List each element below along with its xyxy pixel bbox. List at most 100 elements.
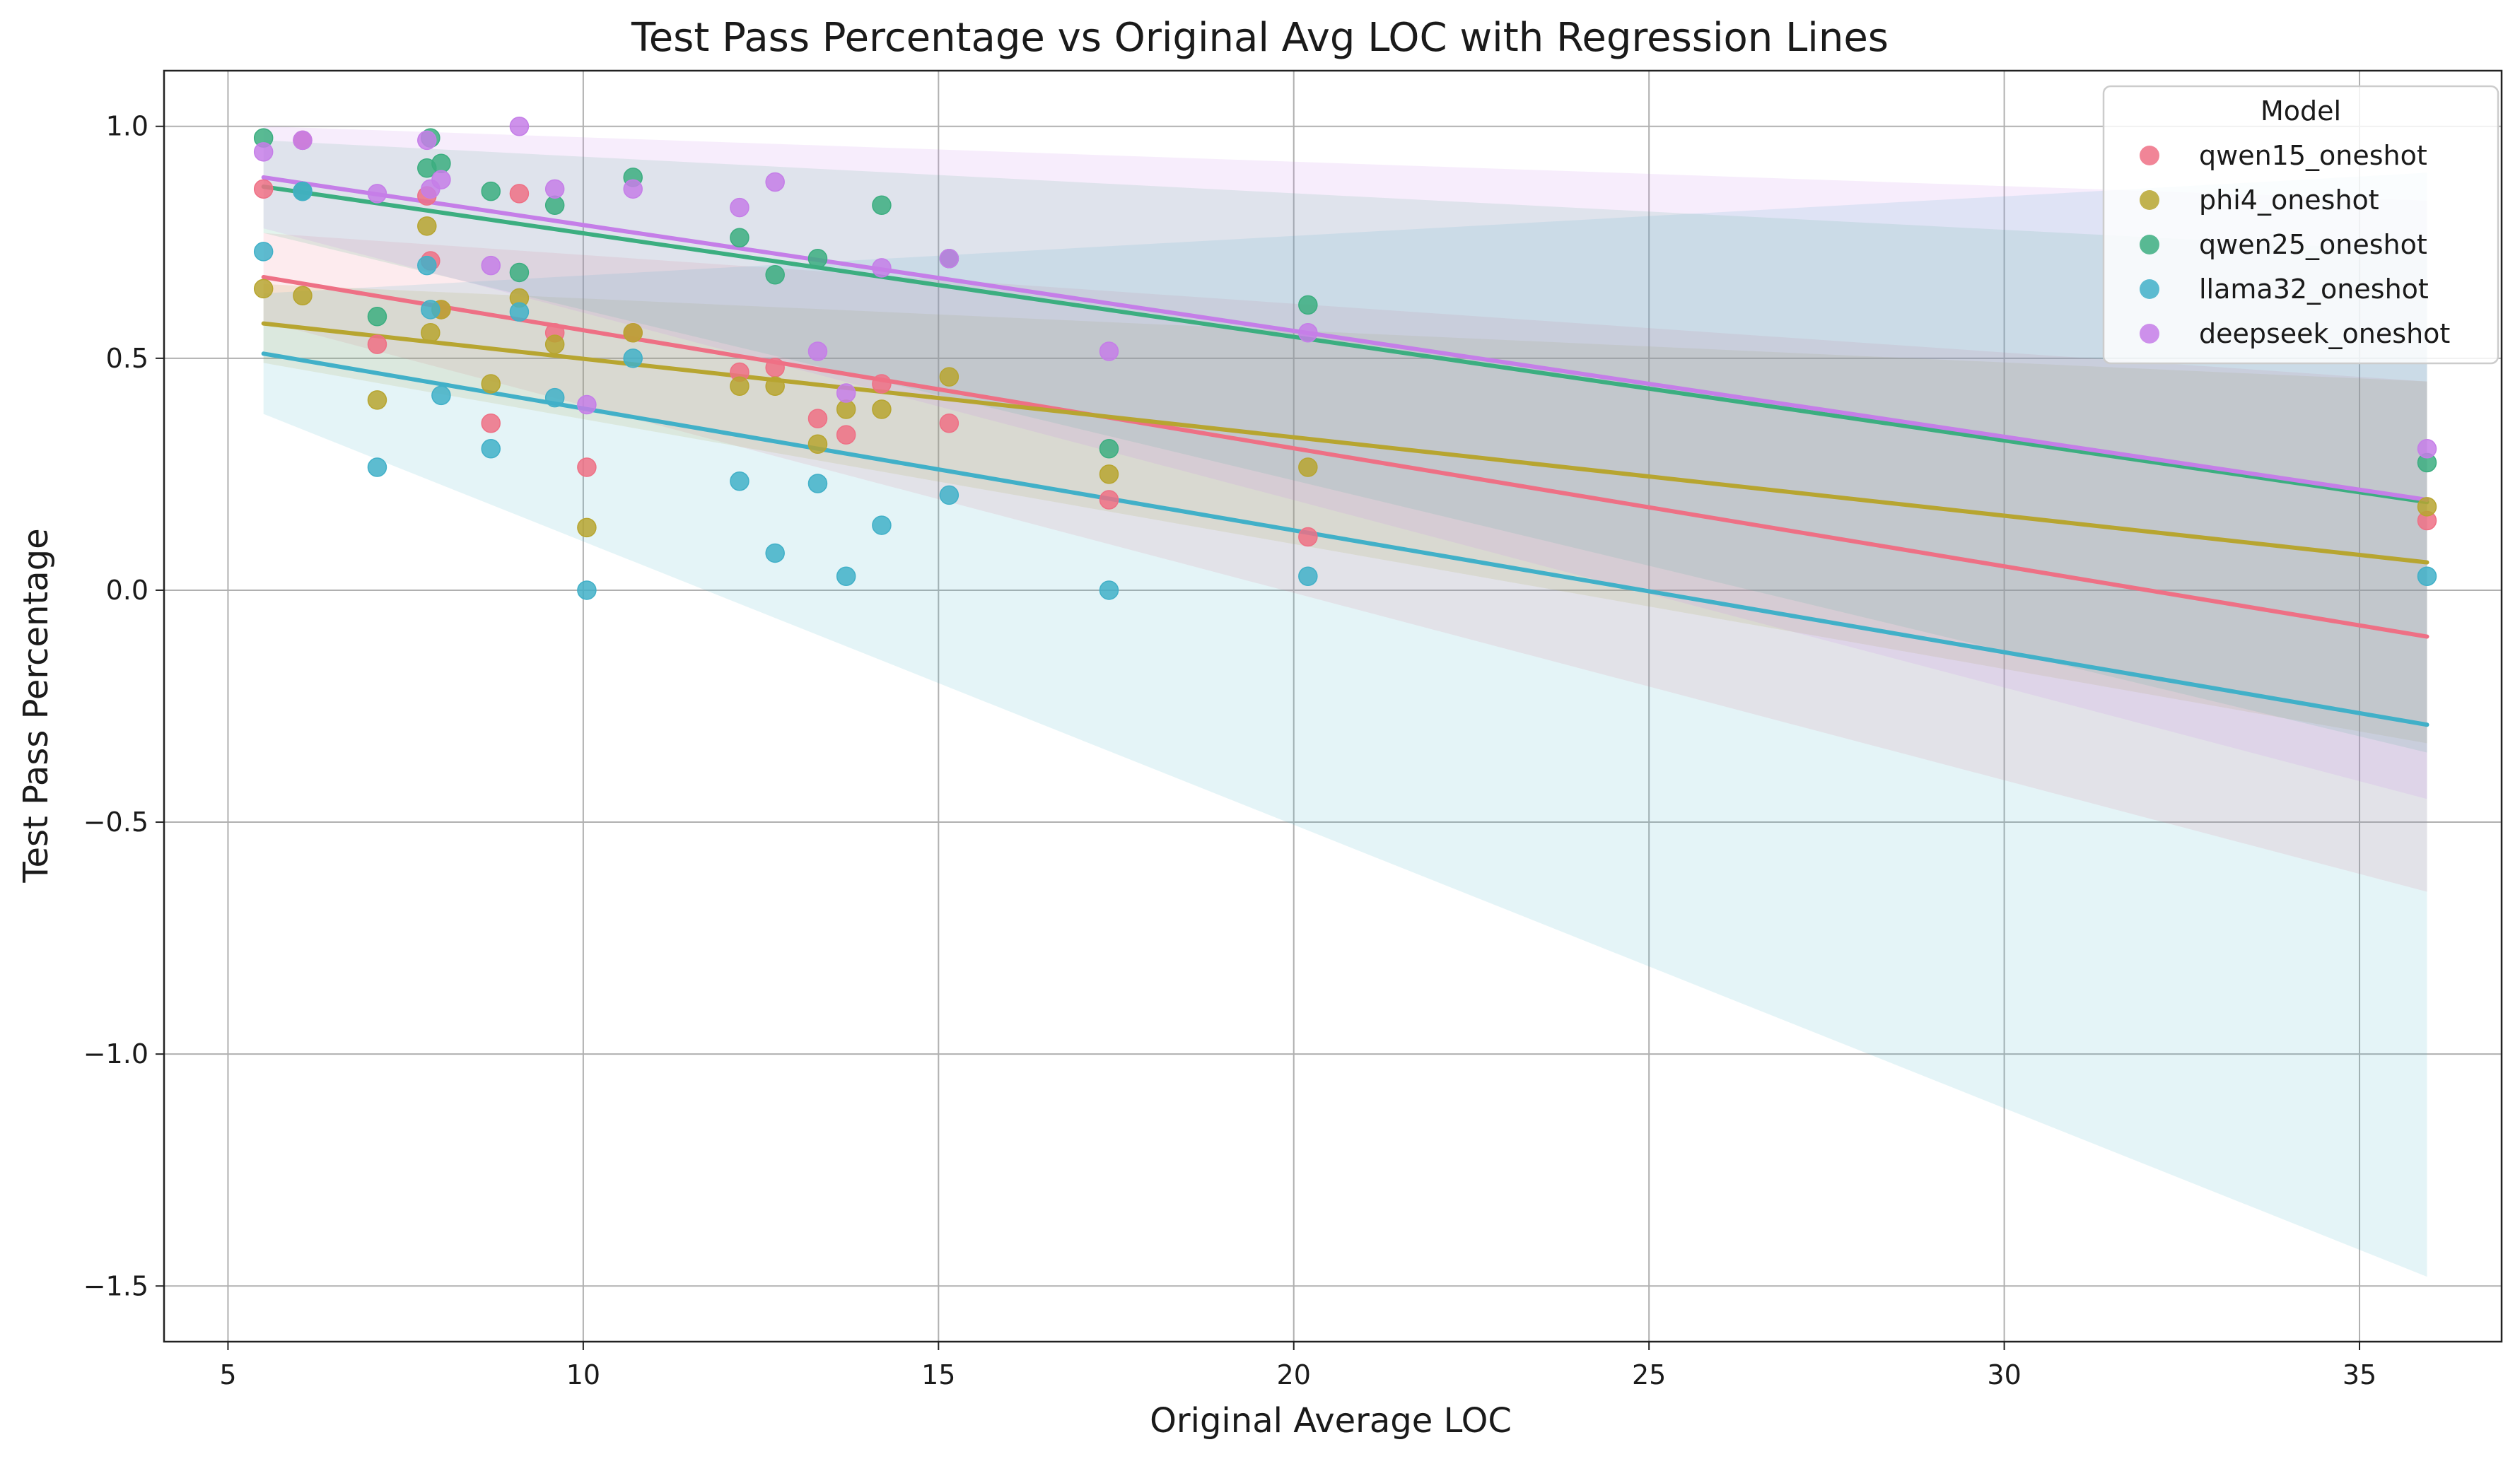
data-point-phi4_oneshot: [765, 376, 785, 396]
data-point-llama32_oneshot: [807, 474, 828, 493]
data-point-phi4_oneshot: [939, 367, 959, 387]
regression-line-phi4_oneshot: [261, 321, 2429, 565]
x-tick-label: 15: [921, 1359, 955, 1390]
data-point-llama32_oneshot: [1099, 580, 1119, 600]
data-point-qwen25_oneshot: [509, 262, 530, 283]
legend: Model qwen15_oneshot phi4_oneshot qwen25_o…: [2102, 85, 2499, 365]
regression-line-qwen25_oneshot: [261, 184, 2429, 505]
data-point-qwen15_oneshot: [577, 457, 597, 477]
legend-marker-qwen15_oneshot: [2140, 146, 2159, 165]
data-point-llama32_oneshot: [367, 457, 387, 477]
confidence-bands: [263, 126, 2427, 1277]
data-point-deepseek_oneshot: [1298, 323, 1318, 343]
data-point-deepseek_oneshot: [293, 130, 313, 151]
data-point-deepseek_oneshot: [730, 197, 749, 218]
y-tick-label: −0.5: [83, 807, 148, 838]
y-tick-label: 0.0: [106, 575, 148, 606]
data-point-llama32_oneshot: [2417, 566, 2437, 587]
regression-line-llama32_oneshot: [261, 351, 2429, 727]
data-point-phi4_oneshot: [872, 399, 892, 419]
data-point-phi4_oneshot: [2417, 497, 2437, 517]
x-tick-label: 35: [2343, 1359, 2376, 1390]
legend-items: qwen15_oneshot phi4_oneshot qwen25_oneshot…: [2140, 140, 2450, 349]
data-point-llama32_oneshot: [836, 566, 856, 587]
regression-lines: [261, 175, 2429, 727]
data-point-phi4_oneshot: [1298, 457, 1318, 477]
grid: [164, 71, 2502, 1342]
data-point-qwen25_oneshot: [481, 181, 501, 201]
x-tick-label: 20: [1277, 1359, 1311, 1390]
confidence-band-phi4_oneshot: [263, 283, 2427, 744]
data-points: [253, 116, 2437, 600]
y-tick-label: −1.5: [83, 1270, 148, 1301]
data-point-deepseek_oneshot: [431, 170, 451, 189]
data-point-deepseek_oneshot: [367, 184, 387, 204]
data-point-llama32_oneshot: [1298, 566, 1318, 587]
data-point-deepseek_oneshot: [1099, 341, 1119, 361]
y-axis-label: Test Pass Percentage: [16, 528, 56, 883]
data-point-llama32_oneshot: [293, 181, 313, 201]
confidence-band-llama32_oneshot: [263, 172, 2427, 1277]
data-point-deepseek_oneshot: [2417, 439, 2437, 459]
y-tick-label: 0.5: [106, 343, 148, 374]
x-tick-label: 25: [1632, 1359, 1666, 1390]
data-point-deepseek_oneshot: [417, 130, 437, 151]
data-point-qwen15_oneshot: [807, 409, 828, 428]
legend-label-qwen15_oneshot: qwen15_oneshot: [2199, 140, 2427, 171]
data-point-qwen15_oneshot: [367, 334, 387, 354]
data-point-llama32_oneshot: [765, 543, 785, 563]
data-point-qwen15_oneshot: [509, 184, 530, 204]
data-point-phi4_oneshot: [367, 390, 387, 410]
data-point-llama32_oneshot: [431, 385, 451, 406]
data-point-llama32_oneshot: [730, 471, 749, 491]
legend-label-phi4_oneshot: phi4_oneshot: [2199, 184, 2379, 216]
legend-marker-phi4_oneshot: [2140, 190, 2159, 210]
x-axis-label: Original Average LOC: [1150, 1401, 1512, 1441]
data-point-qwen15_oneshot: [481, 413, 501, 433]
x-tick-label: 5: [219, 1359, 236, 1390]
data-point-llama32_oneshot: [939, 485, 959, 505]
data-point-phi4_oneshot: [421, 323, 441, 343]
data-point-llama32_oneshot: [421, 300, 441, 320]
data-point-qwen25_oneshot: [807, 249, 828, 269]
x-tick-label: 30: [1987, 1359, 2021, 1390]
confidence-band-qwen15_oneshot: [263, 233, 2427, 892]
confidence-band-qwen25_oneshot: [263, 140, 2427, 753]
data-point-qwen25_oneshot: [730, 228, 749, 247]
data-point-qwen15_oneshot: [765, 358, 785, 377]
data-point-deepseek_oneshot: [544, 179, 565, 199]
data-point-deepseek_oneshot: [939, 249, 959, 269]
data-point-qwen25_oneshot: [872, 195, 892, 216]
data-point-phi4_oneshot: [293, 286, 313, 306]
legend-title: Model: [2261, 95, 2341, 127]
legend-marker-deepseek_oneshot: [2140, 324, 2159, 344]
data-point-qwen15_oneshot: [1099, 490, 1119, 510]
data-point-deepseek_oneshot: [872, 258, 892, 278]
legend-label-qwen25_oneshot: qwen25_oneshot: [2199, 229, 2427, 260]
data-point-deepseek_oneshot: [253, 142, 274, 162]
data-point-qwen25_oneshot: [431, 153, 451, 173]
data-point-qwen15_oneshot: [872, 374, 892, 394]
regression-line-deepseek_oneshot: [261, 175, 2429, 502]
legend-marker-qwen25_oneshot: [2140, 235, 2159, 254]
data-point-phi4_oneshot: [730, 376, 749, 396]
data-point-deepseek_oneshot: [509, 116, 530, 136]
data-point-deepseek_oneshot: [577, 394, 597, 415]
data-point-phi4_oneshot: [1099, 464, 1119, 484]
data-point-qwen25_oneshot: [765, 264, 785, 285]
data-point-llama32_oneshot: [481, 439, 501, 459]
legend-label-llama32_oneshot: llama32_oneshot: [2199, 274, 2429, 305]
data-point-phi4_oneshot: [836, 399, 856, 419]
data-point-phi4_oneshot: [481, 374, 501, 394]
plot-frame: [163, 69, 2503, 1343]
data-point-llama32_oneshot: [872, 515, 892, 535]
data-point-qwen15_oneshot: [836, 425, 856, 445]
data-point-phi4_oneshot: [623, 323, 643, 343]
data-point-deepseek_oneshot: [623, 179, 643, 199]
data-point-phi4_oneshot: [577, 517, 597, 538]
data-point-phi4_oneshot: [544, 334, 565, 354]
data-point-llama32_oneshot: [509, 302, 530, 322]
x-tick-label: 10: [566, 1359, 600, 1390]
data-point-llama32_oneshot: [253, 242, 274, 262]
regression-line-qwen15_oneshot: [261, 275, 2429, 639]
